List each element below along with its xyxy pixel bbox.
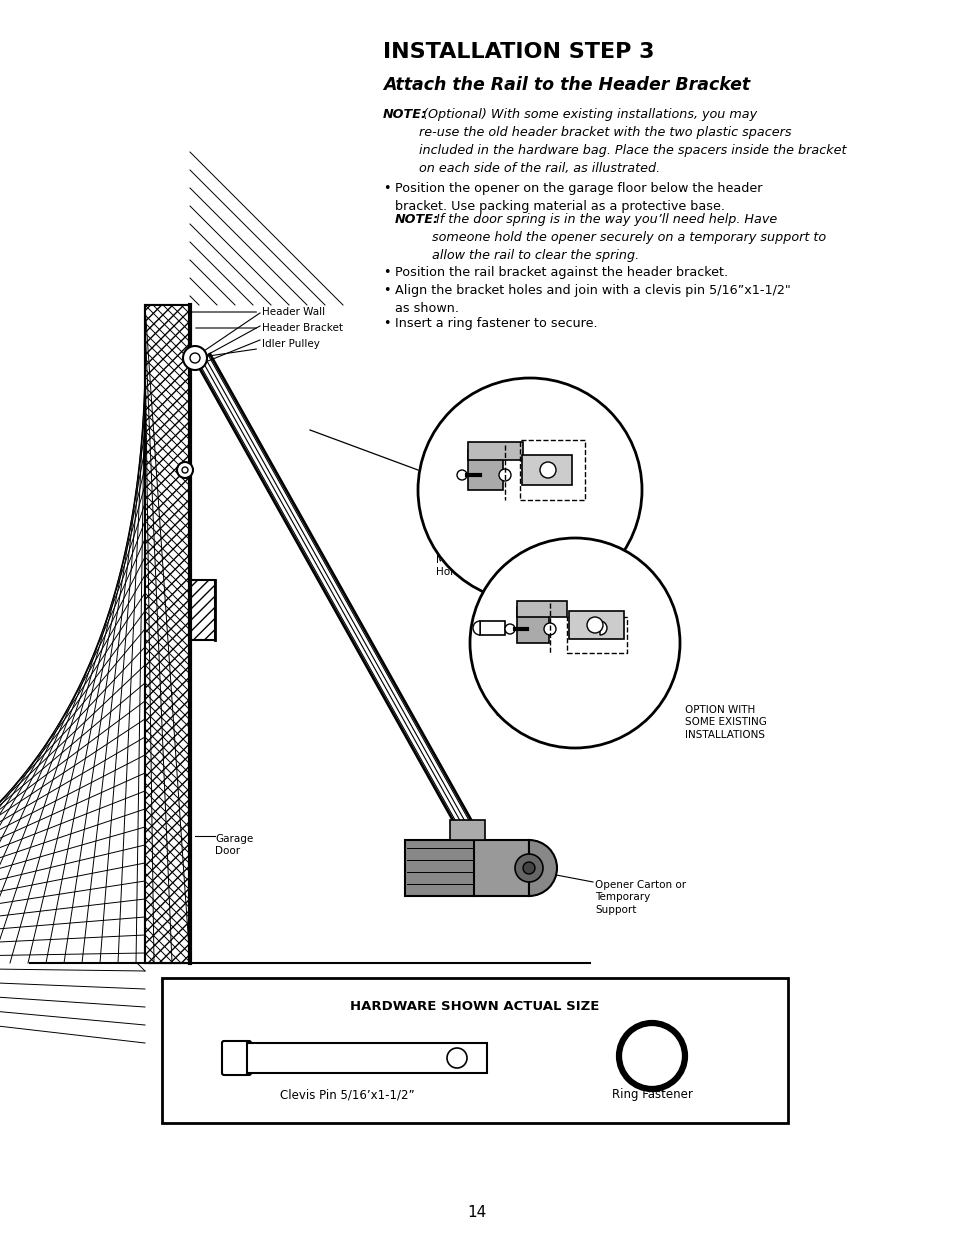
Text: NOTE:: NOTE: [395,212,438,226]
Bar [450,820,484,840]
Text: NOTE:: NOTE: [382,107,427,121]
Text: Attach the Rail to the Header Bracket: Attach the Rail to the Header Bracket [382,77,749,94]
Bar [468,450,502,490]
Text: Mounting
Hole: Mounting Hole [564,711,613,734]
Circle shape [470,538,679,748]
Text: Spacer: Spacer [495,708,531,718]
Bar [145,305,190,963]
Text: 14: 14 [467,1205,486,1220]
Bar [521,454,572,485]
Circle shape [629,1034,673,1078]
Text: Ring Fastener: Ring Fastener [611,1088,692,1100]
Bar [517,606,548,643]
Bar [474,840,529,897]
Bar [468,442,522,459]
Wedge shape [473,621,479,635]
Circle shape [447,1049,467,1068]
Circle shape [543,622,556,635]
Text: •: • [382,266,390,279]
Wedge shape [529,840,557,897]
Text: •: • [382,317,390,330]
Wedge shape [599,621,606,635]
Text: Clevis Pin 5/16’x1-1/2”: Clevis Pin 5/16’x1-1/2” [279,1088,414,1100]
Circle shape [504,624,515,634]
Bar [519,440,584,500]
Circle shape [190,353,200,363]
Text: Existing
Clevis Pin: Existing Clevis Pin [472,616,521,640]
Bar [145,305,190,963]
Bar [162,978,787,1123]
FancyBboxPatch shape [222,1041,251,1074]
Circle shape [182,467,188,473]
Bar [145,305,190,963]
Text: Existing
Header Bracket: Existing Header Bracket [514,534,595,556]
Text: INSTALLATION STEP 3: INSTALLATION STEP 3 [382,42,654,62]
Text: Garage
Door: Garage Door [214,834,253,856]
Circle shape [417,378,641,601]
Text: Insert a ring fastener to secure.: Insert a ring fastener to secure. [395,317,597,330]
Text: Idler Pulley: Idler Pulley [197,338,319,358]
Bar [517,601,566,618]
Bar [247,1044,486,1073]
Bar [575,621,599,635]
Text: Header
Bracket: Header Bracket [422,459,462,483]
Text: HARDWARE SHOWN ACTUAL SIZE: HARDWARE SHOWN ACTUAL SIZE [350,1000,599,1013]
Text: If the door spring is in the way you’ll need help. Have
someone hold the opener : If the door spring is in the way you’ll … [432,212,825,262]
Bar [479,621,504,635]
Text: Align the bracket holes and join with a clevis pin 5/16”x1-1/2"
as shown.: Align the bracket holes and join with a … [395,284,790,315]
Text: Header Bracket: Header Bracket [195,324,343,333]
Text: •: • [382,182,390,195]
Text: Position the rail bracket against the header bracket.: Position the rail bracket against the he… [395,266,727,279]
Circle shape [456,471,467,480]
Bar [568,611,623,638]
Circle shape [177,462,193,478]
Bar [566,618,626,653]
Text: OPTION WITH
SOME EXISTING
INSTALLATIONS: OPTION WITH SOME EXISTING INSTALLATIONS [684,705,766,740]
Text: •: • [382,284,390,296]
Bar [190,580,214,640]
Text: (Optional) With some existing installations, you may
re-use the old header brack: (Optional) With some existing installati… [418,107,845,175]
Circle shape [618,1023,684,1089]
Circle shape [515,853,542,882]
Circle shape [539,462,556,478]
Circle shape [586,618,602,634]
Circle shape [522,862,535,874]
Circle shape [498,469,511,480]
Text: Opener Carton or
Temporary
Support: Opener Carton or Temporary Support [595,881,685,915]
Text: Header Wall: Header Wall [191,308,325,317]
Circle shape [183,346,207,370]
Bar [405,840,475,897]
Text: Position the opener on the garage floor below the header
bracket. Use packing ma: Position the opener on the garage floor … [395,182,761,212]
Text: Mounting
Hole: Mounting Hole [436,555,484,578]
